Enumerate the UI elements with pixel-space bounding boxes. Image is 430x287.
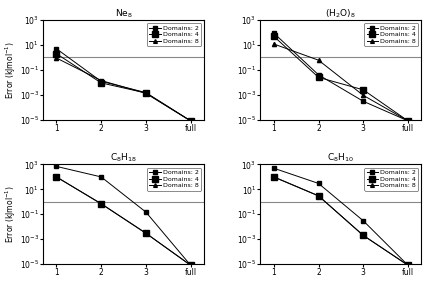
Domains: 2: (4, 8e-06): 2: (4, 8e-06) (188, 119, 193, 123)
Domains: 8: (3, 0.0009): 8: (3, 0.0009) (361, 94, 366, 97)
Domains: 8: (4, 8e-06): 8: (4, 8e-06) (188, 119, 193, 123)
Domains: 4: (3, 0.003): 4: (3, 0.003) (143, 232, 148, 235)
Domains: 4: (2, 0.7): 4: (2, 0.7) (98, 202, 104, 205)
Title: (H$_2$O)$_8$: (H$_2$O)$_8$ (326, 7, 356, 20)
Domains: 4: (3, 0.0025): 4: (3, 0.0025) (361, 88, 366, 92)
Domains: 2: (3, 0.15): 2: (3, 0.15) (143, 210, 148, 214)
Line: Domains: 8: Domains: 8 (272, 175, 410, 267)
Domains: 4: (1, 2): 4: (1, 2) (54, 52, 59, 55)
Domains: 8: (1, 100): 8: (1, 100) (271, 175, 276, 179)
Domains: 2: (3, 0.0015): 2: (3, 0.0015) (143, 91, 148, 94)
Line: Domains: 8: Domains: 8 (54, 175, 193, 267)
Domains: 8: (2, 0.014): 8: (2, 0.014) (98, 79, 104, 82)
Domains: 2: (1, 90): 2: (1, 90) (271, 31, 276, 35)
Line: Domains: 2: Domains: 2 (272, 31, 410, 123)
Domains: 8: (1, 100): 8: (1, 100) (54, 175, 59, 179)
Domains: 4: (1, 50): 4: (1, 50) (271, 34, 276, 38)
Domains: 2: (2, 100): 2: (2, 100) (98, 175, 104, 179)
Line: Domains: 2: Domains: 2 (54, 164, 193, 267)
Y-axis label: Error (kJmol$^{-1}$): Error (kJmol$^{-1}$) (4, 41, 18, 99)
Line: Domains: 2: Domains: 2 (54, 47, 193, 123)
Domains: 4: (2, 0.009): 4: (2, 0.009) (98, 81, 104, 85)
Line: Domains: 4: Domains: 4 (270, 33, 411, 124)
Domains: 4: (4, 8e-06): 4: (4, 8e-06) (188, 119, 193, 123)
Domains: 2: (4, 8e-06): 2: (4, 8e-06) (405, 119, 411, 123)
Domains: 4: (3, 0.0014): 4: (3, 0.0014) (143, 91, 148, 95)
Domains: 4: (3, 0.002): 4: (3, 0.002) (361, 234, 366, 237)
Title: Ne$_8$: Ne$_8$ (114, 7, 132, 20)
Y-axis label: Error (kJmol$^{-1}$): Error (kJmol$^{-1}$) (4, 185, 18, 243)
Domains: 8: (3, 0.002): 8: (3, 0.002) (361, 234, 366, 237)
Domains: 2: (3, 0.0003): 2: (3, 0.0003) (361, 100, 366, 103)
Domains: 8: (3, 0.003): 8: (3, 0.003) (143, 232, 148, 235)
Domains: 2: (2, 30): 2: (2, 30) (316, 182, 321, 185)
Domains: 2: (4, 8e-06): 2: (4, 8e-06) (188, 263, 193, 267)
Domains: 8: (1, 12): 8: (1, 12) (271, 42, 276, 46)
Title: C$_8$H$_{10}$: C$_8$H$_{10}$ (327, 152, 354, 164)
Legend: Domains: 2, Domains: 4, Domains: 8: Domains: 2, Domains: 4, Domains: 8 (147, 23, 201, 46)
Domains: 4: (4, 8e-06): 4: (4, 8e-06) (405, 263, 411, 267)
Domains: 8: (4, 8e-06): 8: (4, 8e-06) (405, 263, 411, 267)
Line: Domains: 8: Domains: 8 (272, 42, 410, 123)
Domains: 2: (2, 0.012): 2: (2, 0.012) (98, 79, 104, 83)
Domains: 8: (3, 0.0013): 8: (3, 0.0013) (143, 92, 148, 95)
Domains: 4: (2, 0.025): 4: (2, 0.025) (316, 76, 321, 79)
Domains: 2: (4, 8e-06): 2: (4, 8e-06) (405, 263, 411, 267)
Domains: 8: (1, 0.9): 8: (1, 0.9) (54, 56, 59, 60)
Domains: 2: (1, 5): 2: (1, 5) (54, 47, 59, 51)
Legend: Domains: 2, Domains: 4, Domains: 8: Domains: 2, Domains: 4, Domains: 8 (147, 168, 201, 191)
Line: Domains: 4: Domains: 4 (270, 174, 411, 268)
Domains: 2: (3, 0.03): 2: (3, 0.03) (361, 219, 366, 222)
Line: Domains: 4: Domains: 4 (53, 51, 194, 124)
Domains: 8: (2, 0.7): 8: (2, 0.7) (98, 202, 104, 205)
Domains: 2: (2, 0.04): 2: (2, 0.04) (316, 73, 321, 77)
Line: Domains: 4: Domains: 4 (53, 174, 194, 268)
Domains: 4: (2, 3): 4: (2, 3) (316, 194, 321, 197)
Title: C$_8$H$_{18}$: C$_8$H$_{18}$ (110, 152, 137, 164)
Domains: 8: (2, 0.6): 8: (2, 0.6) (316, 59, 321, 62)
Legend: Domains: 2, Domains: 4, Domains: 8: Domains: 2, Domains: 4, Domains: 8 (364, 23, 418, 46)
Domains: 8: (2, 3): 8: (2, 3) (316, 194, 321, 197)
Domains: 2: (1, 700): 2: (1, 700) (54, 165, 59, 168)
Domains: 2: (1, 500): 2: (1, 500) (271, 166, 276, 170)
Domains: 4: (4, 8e-06): 4: (4, 8e-06) (405, 119, 411, 123)
Domains: 8: (4, 8e-06): 8: (4, 8e-06) (188, 263, 193, 267)
Line: Domains: 2: Domains: 2 (272, 166, 410, 267)
Domains: 4: (1, 100): 4: (1, 100) (271, 175, 276, 179)
Legend: Domains: 2, Domains: 4, Domains: 8: Domains: 2, Domains: 4, Domains: 8 (364, 168, 418, 191)
Domains: 4: (4, 8e-06): 4: (4, 8e-06) (188, 263, 193, 267)
Line: Domains: 8: Domains: 8 (54, 56, 193, 123)
Domains: 8: (4, 8e-06): 8: (4, 8e-06) (405, 119, 411, 123)
Domains: 4: (1, 100): 4: (1, 100) (54, 175, 59, 179)
